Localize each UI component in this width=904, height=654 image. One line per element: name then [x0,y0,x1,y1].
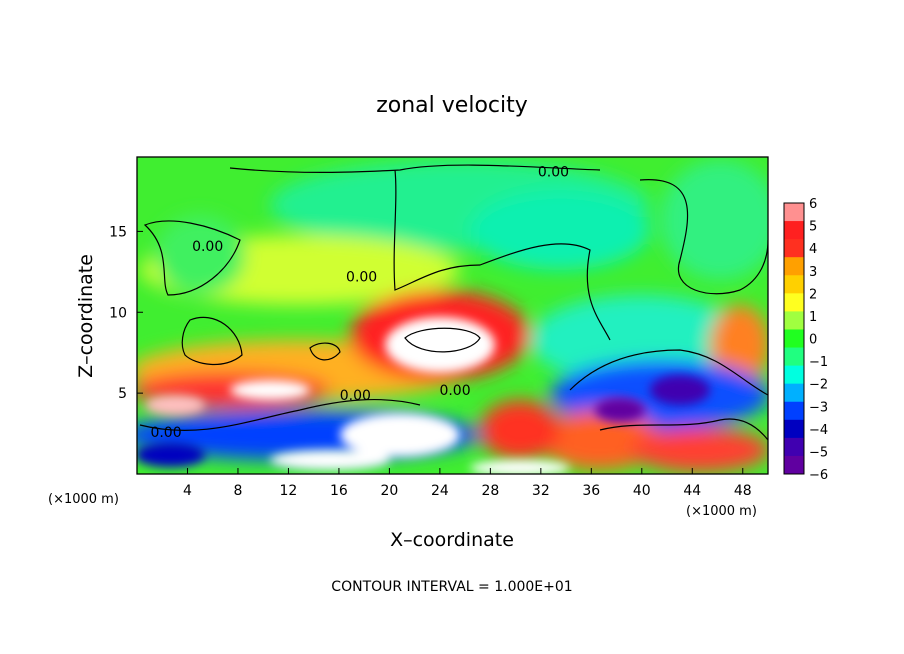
x-tick-label: 16 [330,483,348,499]
colorbar-tick-label: −3 [809,400,828,415]
colorbar-frame [783,202,805,475]
x-tick-label: 12 [280,483,298,499]
x-unit-left: (×1000 m) [48,492,119,507]
colorbar-swatch [784,311,804,330]
colorbar-ticks: 6 5 4 3 2 1 0 −1 −2 −3 −4 −5 −6 [809,197,828,483]
x-tick-label: 4 [183,483,192,499]
contour-label: 0.00 [439,383,470,399]
colorbar-tick-label: −1 [809,355,828,370]
colorbar-swatch [784,401,804,421]
x-tick-label: 44 [683,483,701,499]
contour-labels: 0.00 0.00 0.00 0.00 0.00 0.00 [150,165,569,441]
x-tick-label: 32 [532,483,550,499]
x-tick-label: 40 [633,483,651,499]
y-tick-label: 5 [118,386,127,402]
plot-frame [136,156,769,475]
contour-label: 0.00 [346,270,377,286]
colorbar-tick-label: −2 [809,378,828,393]
x-tick-label: 28 [481,483,499,499]
x-axis-ticks: 4 8 12 16 20 24 28 32 36 40 44 48 [183,468,752,499]
colorbar [783,202,805,475]
colorbar-swatch [784,383,804,403]
contour-label: 0.00 [192,239,223,255]
colorbar-swatch [784,203,804,222]
colorbar-tick-label: 3 [809,265,817,280]
x-tick-label: 20 [380,483,398,499]
y-axis-label: Z–coordinate [75,254,97,378]
colorbar-tick-label: 5 [809,220,817,235]
chart-title: zonal velocity [376,93,528,118]
x-unit-right: (×1000 m) [686,504,757,519]
colorbar-tick-label: 4 [809,242,817,257]
contour-label: 0.00 [538,165,569,181]
colorbar-swatch [784,221,804,240]
colorbar-tick-label: −4 [809,423,828,438]
colorbar-swatch [784,275,804,294]
x-axis-label: X–coordinate [390,529,514,551]
colorbar-tick-label: 2 [809,287,817,302]
colorbar-tick-label: −6 [809,468,828,483]
colorbar-swatch [784,455,804,475]
colorbar-swatch [784,437,804,457]
colorbar-swatch [784,239,804,258]
colorbar-tick-label: 1 [809,310,817,325]
colorbar-tick-label: 6 [809,197,817,212]
colorbar-swatch [784,293,804,312]
contour-interval-note: CONTOUR INTERVAL = 1.000E+01 [331,579,572,595]
contour-label: 0.00 [340,388,371,404]
colorbar-swatch [784,347,804,367]
velocity-field [137,157,768,474]
colorbar-swatch [784,419,804,439]
y-tick-label: 10 [109,305,127,321]
colorbar-swatch [784,329,804,349]
colorbar-tick-label: −5 [809,445,828,460]
x-tick-label: 8 [233,483,242,499]
x-tick-label: 36 [582,483,600,499]
x-tick-label: 48 [734,483,752,499]
contour-label: 0.00 [150,425,181,441]
y-tick-label: 15 [109,224,127,240]
colorbar-tick-label: 0 [809,333,817,348]
x-tick-label: 24 [431,483,449,499]
y-axis-ticks: 5 10 15 [109,224,143,402]
colorbar-swatch [784,365,804,385]
colorbar-swatch [784,257,804,276]
